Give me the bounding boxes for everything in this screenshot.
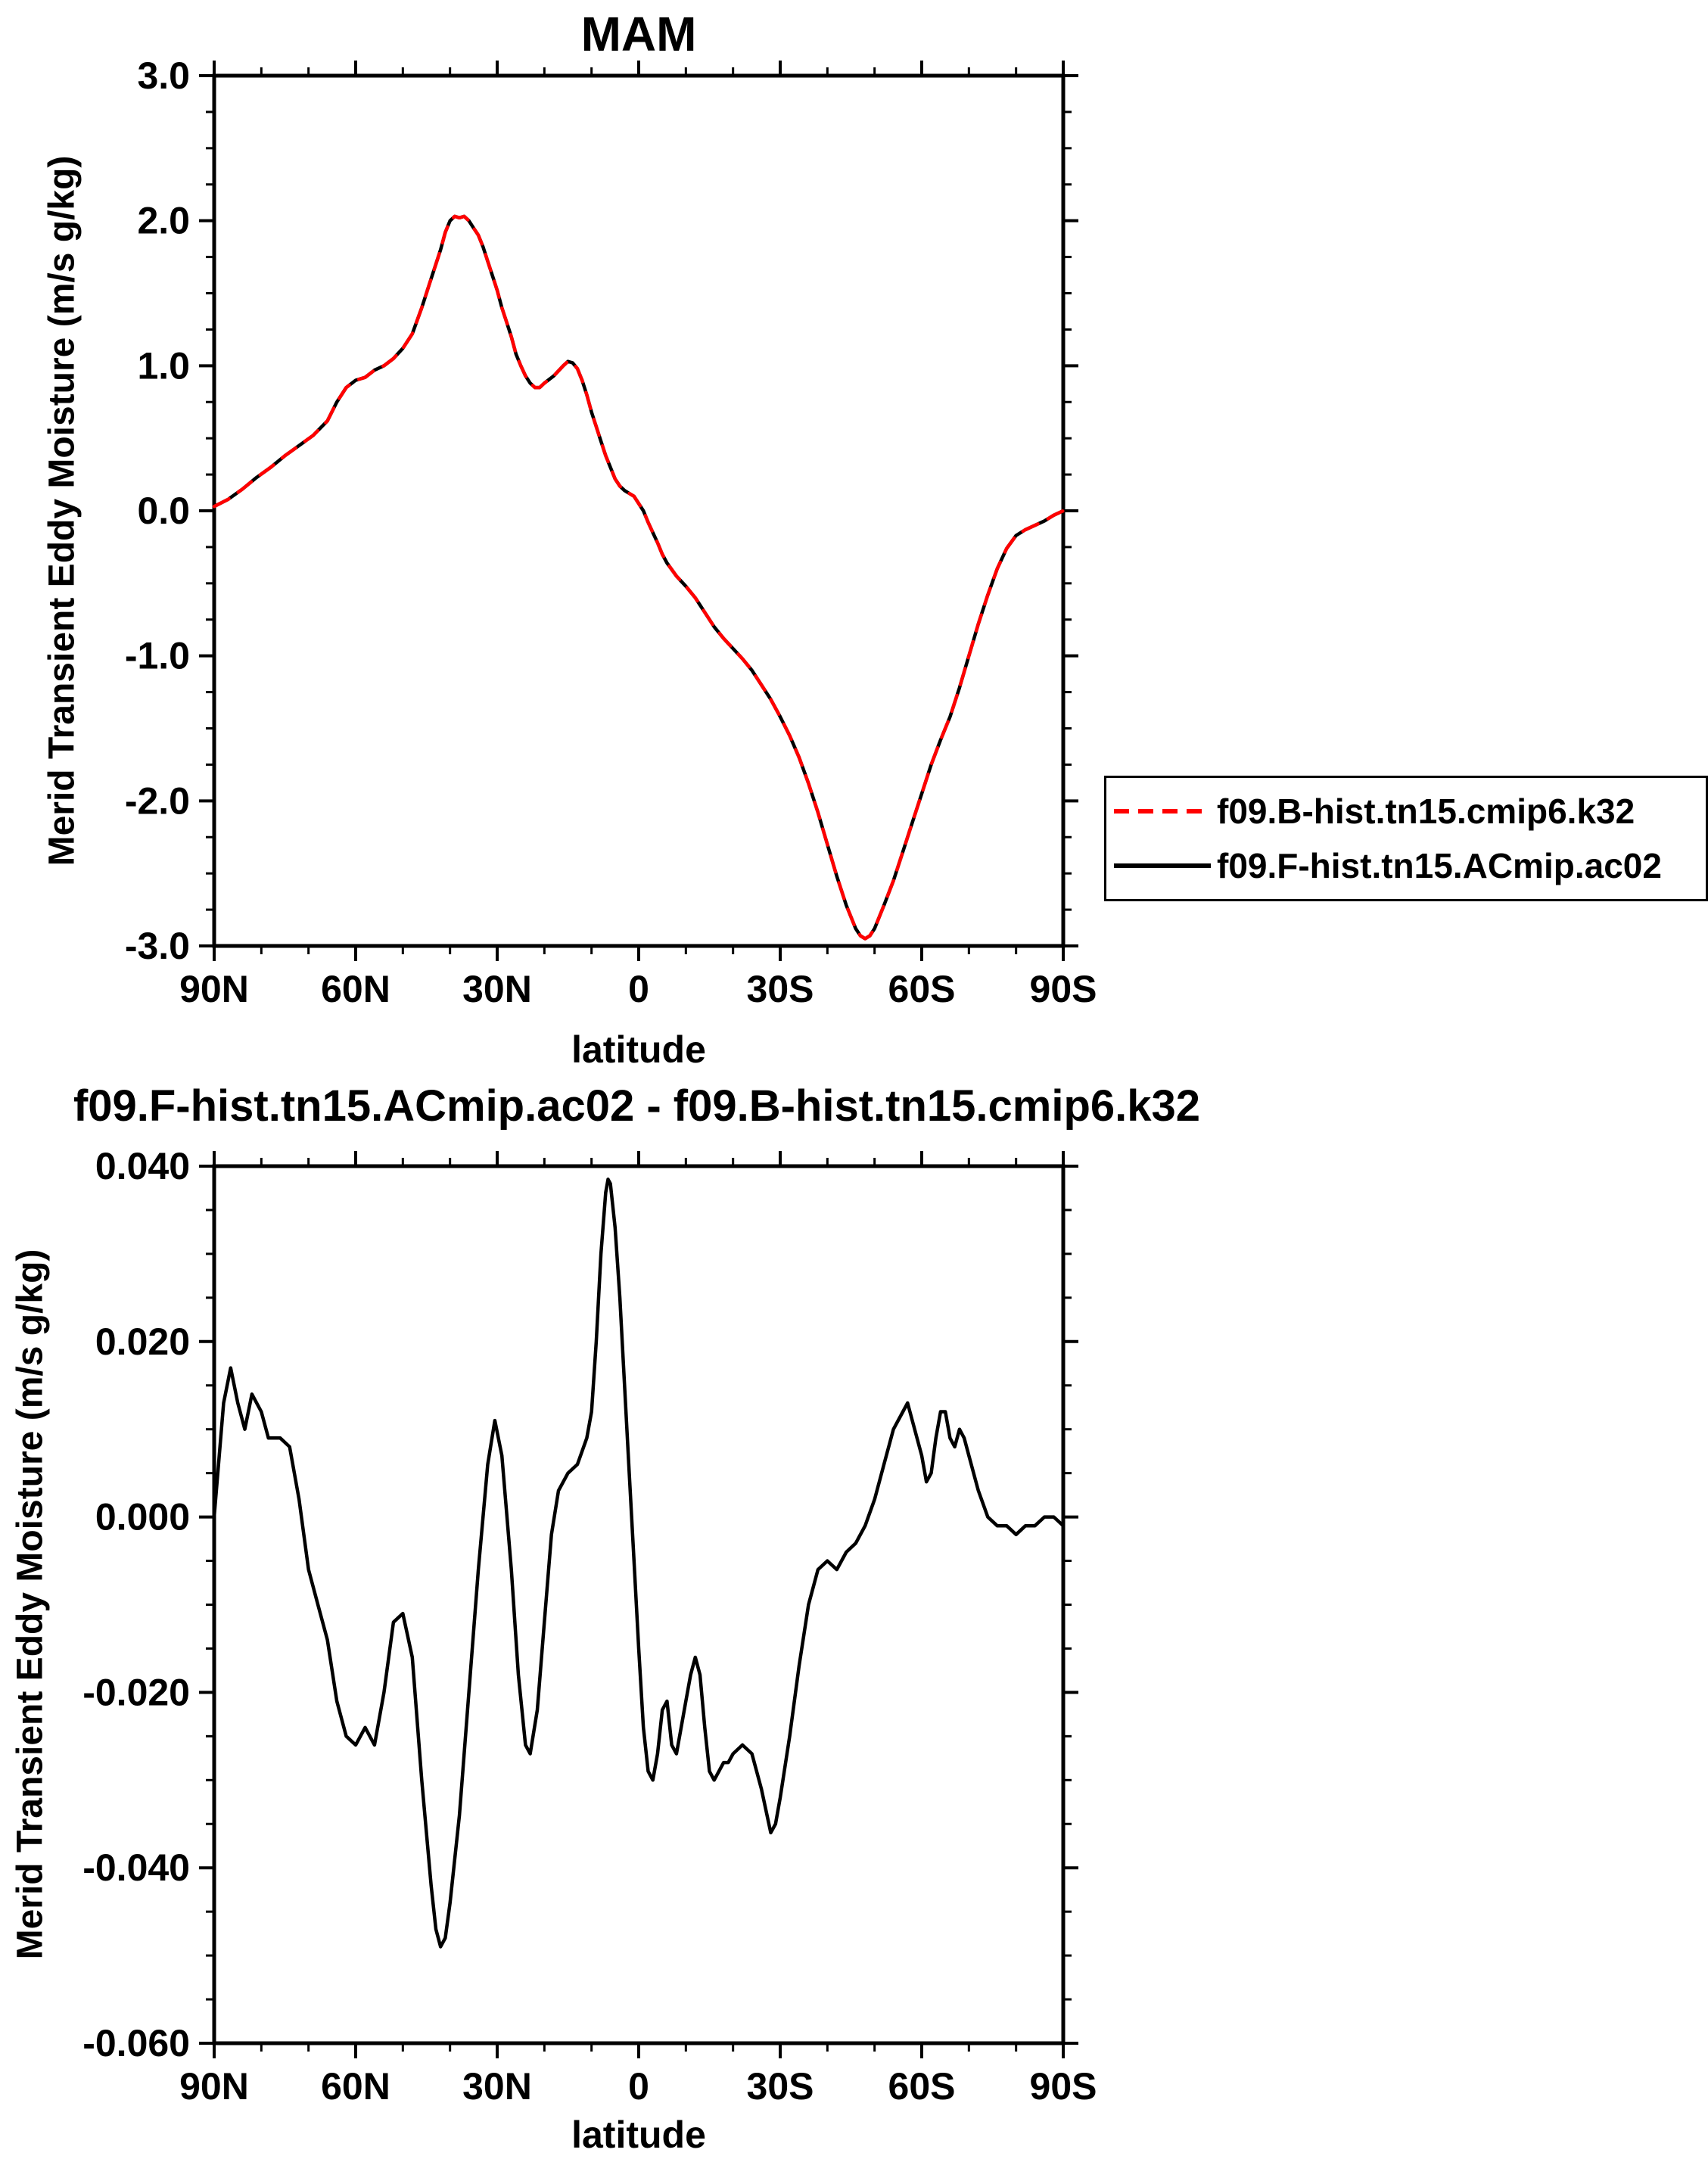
y-tick-label: -0.040 (82, 1846, 190, 1889)
y-tick-label: 0.040 (95, 1145, 190, 1187)
y-tick-label: 1.0 (137, 344, 190, 387)
x-tick-label: 60N (321, 968, 390, 1010)
legend: f09.B-hist.tn15.cmip6.k32 f09.F-hist.tn1… (1104, 776, 1708, 901)
x-tick-label: 30N (462, 968, 532, 1010)
chart2-title: f09.F-hist.tn15.ACmip.ac02 - f09.B-hist.… (73, 1081, 1201, 1131)
y-tick-label: -3.0 (125, 925, 190, 967)
x-tick-label: 0 (628, 2065, 649, 2108)
legend-entry-b-hist: f09.B-hist.tn15.cmip6.k32 (1106, 791, 1706, 832)
y-tick-label: -0.020 (82, 1671, 190, 1713)
y-tick-label: 0.000 (95, 1496, 190, 1538)
chart1-title: MAM (580, 7, 697, 61)
axis-frame (212, 73, 1066, 948)
y-tick-label: 0.0 (137, 490, 190, 532)
x-tick-label: 60S (888, 968, 956, 1010)
x-tick-label: 30N (462, 2065, 532, 2108)
x-tick-label: 30S (747, 968, 814, 1010)
x-tick-label: 90S (1030, 2065, 1097, 2108)
chart2-y-axis-title: Merid Transient Eddy Moisture (m/s g/kg) (10, 1249, 51, 1960)
y-tick-label: 0.020 (95, 1321, 190, 1363)
series-f09.F-hist.tn15.ACmip.ac02 (212, 214, 1066, 941)
series-f09.B-hist.tn15.cmip6.k32 (212, 214, 1066, 941)
y-tick-label: 2.0 (137, 200, 190, 242)
y-tick-label: 3.0 (137, 54, 190, 97)
series-difference (212, 1177, 1066, 1949)
y-tick-label: -1.0 (125, 635, 190, 677)
x-tick-label: 90S (1030, 968, 1097, 1010)
x-tick-label: 30S (747, 2065, 814, 2108)
legend-label-f-hist: f09.F-hist.tn15.ACmip.ac02 (1217, 845, 1662, 885)
x-tick-label: 60S (888, 2065, 956, 2108)
x-tick-label: 90N (179, 968, 249, 1010)
black-solid-line-sample (1114, 863, 1211, 868)
red-dashed-line-sample (1114, 809, 1211, 814)
chart2-x-axis-title: latitude (571, 2114, 706, 2156)
x-tick-label: 0 (628, 968, 649, 1010)
axis-frame (212, 1164, 1066, 2045)
y-tick-label: -0.060 (82, 2022, 190, 2064)
legend-entry-f-hist: f09.F-hist.tn15.ACmip.ac02 (1106, 845, 1706, 886)
x-tick-label: 60N (321, 2065, 390, 2108)
legend-label-b-hist: f09.B-hist.tn15.cmip6.k32 (1217, 792, 1635, 832)
chart1-x-axis-title: latitude (571, 1028, 706, 1071)
chart1-y-axis-title: Merid Transient Eddy Moisture (m/s g/kg) (42, 155, 82, 866)
x-tick-label: 90N (179, 2065, 249, 2108)
y-tick-label: -2.0 (125, 779, 190, 822)
